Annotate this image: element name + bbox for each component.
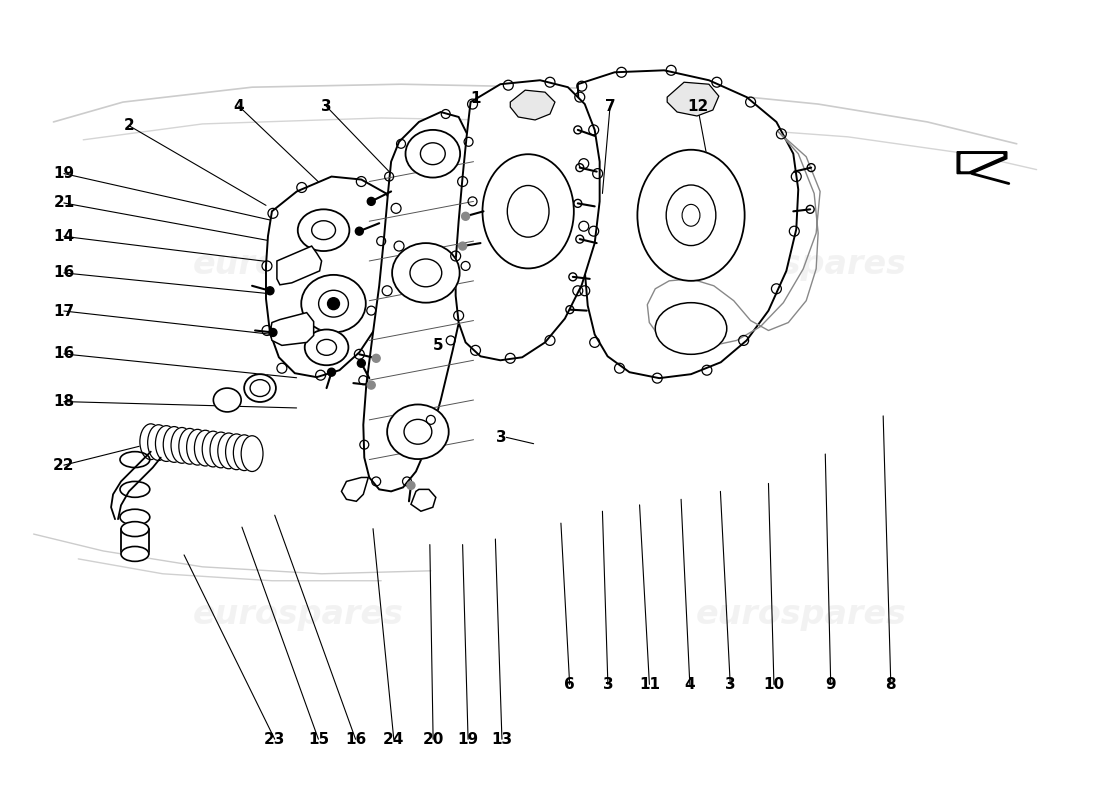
Text: 7: 7 (605, 98, 615, 114)
Ellipse shape (301, 275, 366, 333)
Circle shape (355, 227, 363, 235)
Text: 22: 22 (53, 458, 75, 473)
Circle shape (407, 482, 415, 490)
Ellipse shape (226, 434, 248, 470)
Ellipse shape (392, 243, 460, 302)
Text: 12: 12 (686, 98, 708, 114)
Ellipse shape (305, 330, 349, 366)
Ellipse shape (179, 429, 200, 464)
Text: 23: 23 (264, 732, 285, 746)
Ellipse shape (140, 424, 162, 459)
Text: 11: 11 (639, 677, 660, 692)
Text: 4: 4 (233, 98, 244, 114)
Circle shape (266, 286, 274, 294)
Ellipse shape (387, 405, 449, 459)
Polygon shape (266, 177, 402, 377)
Polygon shape (341, 478, 368, 502)
Text: 16: 16 (345, 732, 366, 746)
Text: 20: 20 (422, 732, 443, 746)
Circle shape (328, 368, 336, 376)
Circle shape (328, 298, 340, 310)
Ellipse shape (147, 425, 169, 461)
Polygon shape (957, 152, 1006, 174)
Text: 16: 16 (53, 266, 75, 280)
Text: 13: 13 (492, 732, 513, 746)
Text: 16: 16 (53, 346, 75, 362)
Ellipse shape (210, 432, 232, 468)
Ellipse shape (170, 427, 192, 463)
Polygon shape (270, 313, 314, 346)
Text: 9: 9 (825, 677, 836, 692)
Circle shape (358, 359, 365, 367)
Circle shape (372, 354, 381, 362)
Text: eurospares: eurospares (194, 249, 405, 282)
Polygon shape (277, 246, 321, 285)
Text: 21: 21 (53, 195, 75, 210)
Ellipse shape (121, 522, 148, 537)
Text: 6: 6 (564, 677, 575, 692)
Polygon shape (510, 90, 556, 120)
Circle shape (270, 329, 277, 337)
Ellipse shape (241, 436, 263, 471)
Text: 19: 19 (458, 732, 478, 746)
Text: 19: 19 (53, 166, 75, 181)
Text: 3: 3 (321, 98, 331, 114)
Text: 4: 4 (684, 677, 695, 692)
Polygon shape (455, 80, 600, 360)
Text: 3: 3 (725, 677, 736, 692)
Text: 17: 17 (53, 303, 75, 318)
Text: 3: 3 (603, 677, 613, 692)
Ellipse shape (244, 374, 276, 402)
Polygon shape (961, 154, 1003, 170)
Text: 1: 1 (471, 90, 481, 106)
Polygon shape (578, 70, 799, 378)
Ellipse shape (233, 435, 255, 470)
Ellipse shape (656, 302, 727, 354)
Ellipse shape (213, 388, 241, 412)
Ellipse shape (187, 430, 209, 465)
Ellipse shape (637, 150, 745, 281)
Ellipse shape (195, 430, 217, 466)
Text: 14: 14 (53, 229, 75, 244)
Circle shape (462, 212, 470, 220)
Text: 24: 24 (383, 732, 405, 746)
Text: eurospares: eurospares (695, 598, 906, 631)
Text: 18: 18 (53, 394, 75, 409)
Ellipse shape (483, 154, 574, 269)
Text: eurospares: eurospares (695, 249, 906, 282)
Text: eurospares: eurospares (194, 598, 405, 631)
Polygon shape (363, 112, 473, 491)
Text: 5: 5 (433, 338, 444, 354)
Text: 2: 2 (124, 118, 135, 134)
Text: 8: 8 (886, 677, 896, 692)
Ellipse shape (202, 431, 224, 467)
Circle shape (367, 381, 375, 389)
Ellipse shape (298, 210, 350, 251)
Ellipse shape (155, 426, 177, 462)
Polygon shape (411, 490, 436, 511)
Ellipse shape (121, 546, 148, 562)
Ellipse shape (406, 130, 460, 178)
Circle shape (459, 242, 466, 250)
Text: 3: 3 (495, 430, 506, 445)
Ellipse shape (163, 426, 185, 462)
Ellipse shape (218, 433, 240, 469)
Text: 10: 10 (763, 677, 784, 692)
Polygon shape (668, 82, 718, 116)
Text: 15: 15 (308, 732, 329, 746)
Circle shape (367, 198, 375, 206)
